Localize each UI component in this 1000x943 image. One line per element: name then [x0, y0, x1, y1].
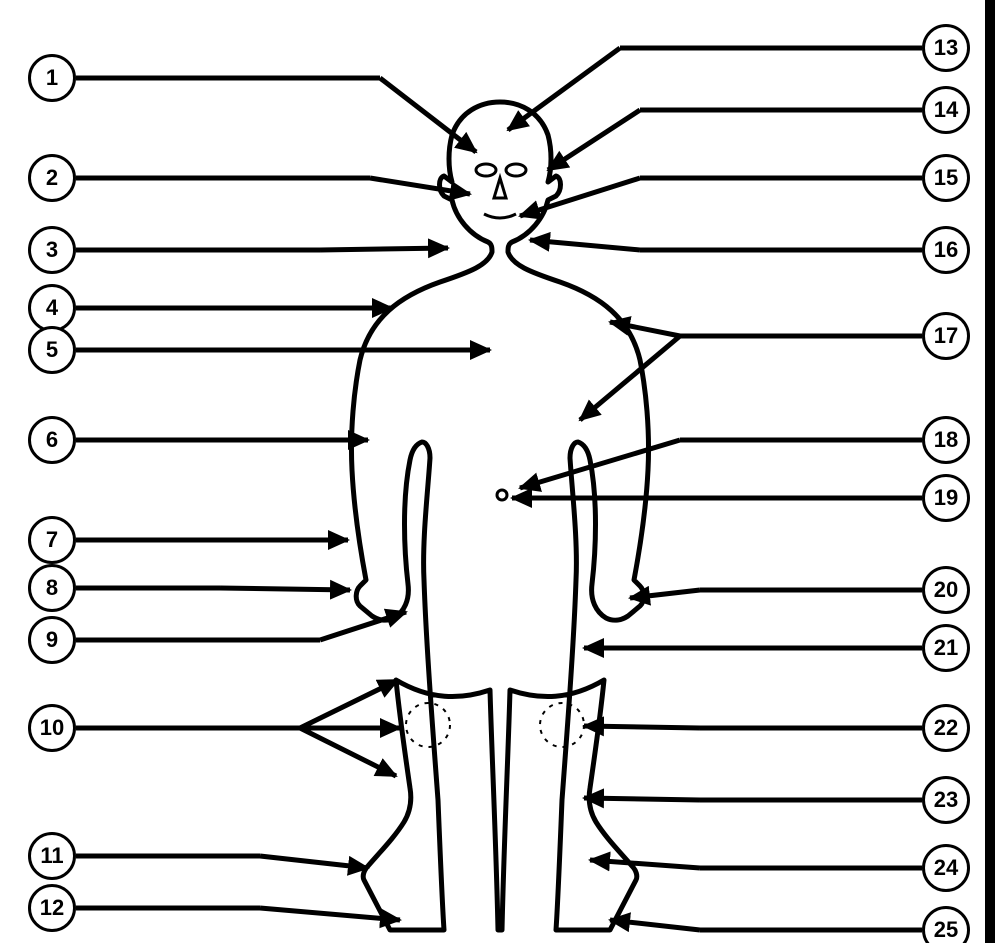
label-number: 13 [934, 35, 958, 61]
label-circle-14: 14 [922, 86, 970, 134]
label-number: 22 [934, 715, 958, 741]
label-number: 20 [934, 577, 958, 603]
label-number: 24 [934, 855, 958, 881]
label-number: 25 [934, 917, 958, 943]
label-circle-3: 3 [28, 226, 76, 274]
label-number: 11 [40, 843, 63, 869]
label-number: 14 [934, 97, 958, 123]
label-circle-13: 13 [922, 24, 970, 72]
label-number: 8 [46, 575, 58, 601]
label-circle-23: 23 [922, 776, 970, 824]
label-number: 16 [934, 237, 958, 263]
label-circle-16: 16 [922, 226, 970, 274]
label-circle-9: 9 [28, 616, 76, 664]
label-circle-4: 4 [28, 284, 76, 332]
label-circle-1: 1 [28, 54, 76, 102]
label-number: 18 [934, 427, 958, 453]
label-number: 17 [934, 323, 958, 349]
label-number: 23 [934, 787, 958, 813]
label-number: 3 [46, 237, 58, 263]
label-number: 5 [46, 337, 58, 363]
label-circle-19: 19 [922, 474, 970, 522]
label-number: 9 [46, 627, 58, 653]
label-number: 6 [46, 427, 58, 453]
label-number: 21 [934, 635, 958, 661]
label-circle-12: 12 [28, 884, 76, 932]
label-circle-11: 11 [28, 832, 76, 880]
label-number: 10 [40, 715, 64, 741]
label-number: 12 [40, 895, 64, 921]
label-circle-8: 8 [28, 564, 76, 612]
label-circle-5: 5 [28, 326, 76, 374]
anatomy-diagram: 1234567891011121314151617181920212223242… [0, 0, 1000, 943]
label-number: 19 [934, 485, 958, 511]
label-circle-7: 7 [28, 516, 76, 564]
label-circle-17: 17 [922, 312, 970, 360]
label-circle-18: 18 [922, 416, 970, 464]
label-circle-2: 2 [28, 154, 76, 202]
label-circle-22: 22 [922, 704, 970, 752]
label-circle-15: 15 [922, 154, 970, 202]
label-circle-24: 24 [922, 844, 970, 892]
diagram-svg [0, 0, 1000, 943]
label-number: 4 [46, 295, 58, 321]
label-number: 2 [46, 165, 58, 191]
label-circle-6: 6 [28, 416, 76, 464]
label-number: 7 [46, 527, 58, 553]
label-circle-10: 10 [28, 704, 76, 752]
label-number: 1 [46, 65, 58, 91]
label-circle-21: 21 [922, 624, 970, 672]
label-number: 15 [934, 165, 958, 191]
label-circle-20: 20 [922, 566, 970, 614]
